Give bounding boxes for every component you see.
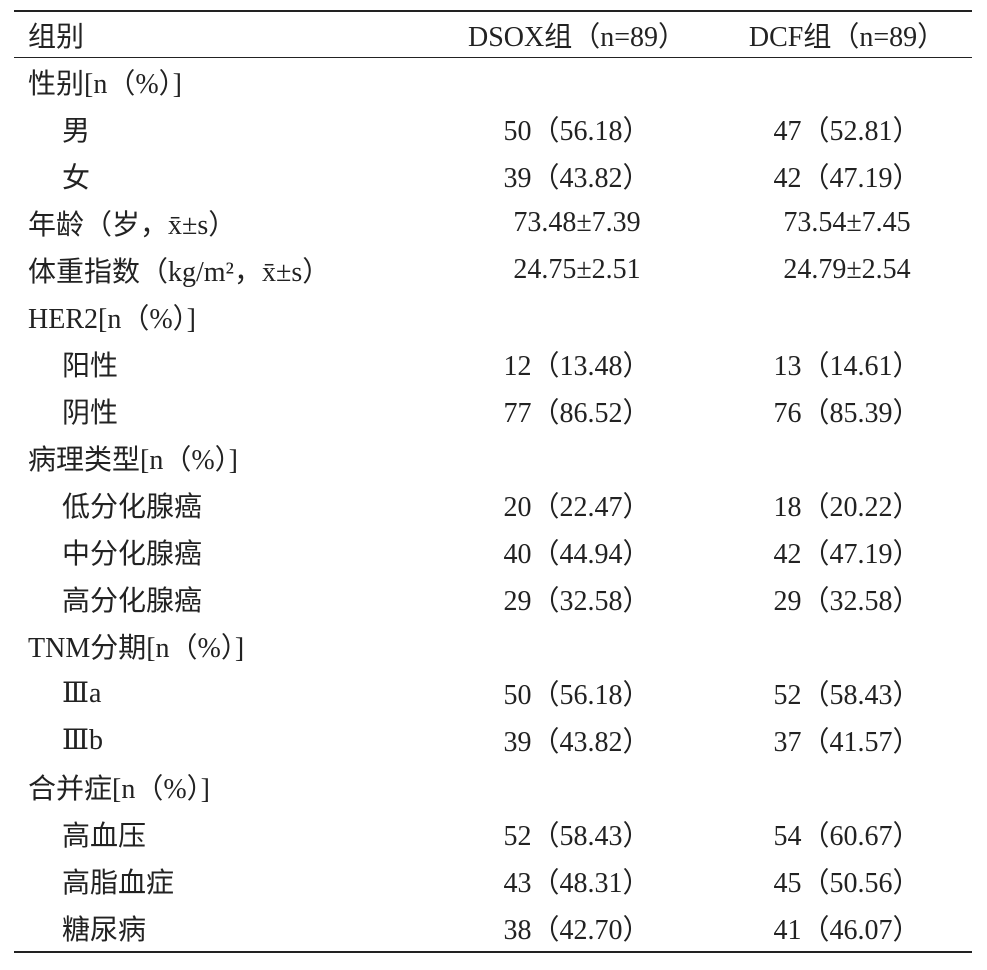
group-label: HER2[n（%）] xyxy=(28,303,196,335)
table-row: 体重指数（kg/m²，x̄±s） 24.75±2.51 24.79±2.54 xyxy=(14,246,972,293)
row-label: 糖尿病 xyxy=(62,914,147,946)
value-cell: 43（48.31） xyxy=(503,867,651,899)
group-label: 病理类型[n（%）] xyxy=(28,444,238,476)
row-label: 高脂血症 xyxy=(62,867,175,899)
value-cell: 39（43.82） xyxy=(503,162,651,194)
group-row: 病理类型[n（%）] xyxy=(14,434,972,481)
table-row: Ⅲb 39（43.82） 37（41.57） xyxy=(14,716,972,763)
value-cell: 50（56.18） xyxy=(503,679,651,711)
table-row: 阳性 12（13.48） 13（14.61） xyxy=(14,340,972,387)
row-label: 体重指数（kg/m²，x̄±s） xyxy=(28,256,331,288)
value-cell: 42（47.19） xyxy=(773,162,921,194)
row-label: 年龄（岁，x̄±s） xyxy=(28,209,237,241)
table-row: 高分化腺癌 29（32.58） 29（32.58） xyxy=(14,575,972,622)
value-cell: 76（85.39） xyxy=(773,397,921,429)
value-cell: 18（20.22） xyxy=(773,491,921,523)
table-head: 组别 DSOX组（n=89） DCF组（n=89） xyxy=(14,11,972,58)
group-row: HER2[n（%）] xyxy=(14,293,972,340)
table-row: 糖尿病 38（42.70） 41（46.07） xyxy=(14,904,972,952)
value-cell: 13（14.61） xyxy=(773,350,921,382)
table-row: 男 50（56.18） 47（52.81） xyxy=(14,105,972,152)
value-cell: 24.75±2.51 xyxy=(513,253,641,285)
table-body: 性别[n（%）] 男 50（56.18） 47（52.81） 女 39（43.82） 42（… xyxy=(14,58,972,952)
value-cell: 77（86.52） xyxy=(503,397,651,429)
value-cell: 42（47.19） xyxy=(773,538,921,570)
group-row: 合并症[n（%）] xyxy=(14,763,972,810)
value-cell: 29（32.58） xyxy=(773,585,921,617)
row-label: 高分化腺癌 xyxy=(62,585,203,617)
row-label: Ⅲb xyxy=(62,724,104,756)
value-cell: 50（56.18） xyxy=(503,115,651,147)
value-cell: 39（43.82） xyxy=(503,726,651,758)
group-row: 性别[n（%）] xyxy=(14,58,972,106)
group-label: TNM分期[n（%）] xyxy=(28,632,245,664)
table-row: 女 39（43.82） 42（47.19） xyxy=(14,152,972,199)
value-cell: 73.48±7.39 xyxy=(513,206,641,238)
value-cell: 73.54±7.45 xyxy=(783,206,911,238)
row-label: 中分化腺癌 xyxy=(62,538,203,570)
header-cell: DSOX组（n=89） xyxy=(467,21,687,53)
row-label: 女 xyxy=(62,162,91,194)
value-cell: 54（60.67） xyxy=(773,820,921,852)
table-row: 阴性 77（86.52） 76（85.39） xyxy=(14,387,972,434)
table-row: 高脂血症 43（48.31） 45（50.56） xyxy=(14,857,972,904)
table-row: 低分化腺癌 20（22.47） 18（20.22） xyxy=(14,481,972,528)
group-label: 性别[n（%）] xyxy=(28,68,182,100)
value-cell: 12（13.48） xyxy=(503,350,651,382)
table-row: 中分化腺癌 40（44.94） 42（47.19） xyxy=(14,528,972,575)
table-row: 高血压 52（58.43） 54（60.67） xyxy=(14,810,972,857)
value-cell: 52（58.43） xyxy=(773,679,921,711)
row-label: Ⅲa xyxy=(62,677,102,709)
row-label: 男 xyxy=(62,115,91,147)
value-cell: 29（32.58） xyxy=(503,585,651,617)
value-cell: 20（22.47） xyxy=(503,491,651,523)
header-row: 组别 DSOX组（n=89） DCF组（n=89） xyxy=(14,11,972,58)
row-label: 低分化腺癌 xyxy=(62,491,203,523)
value-cell: 37（41.57） xyxy=(773,726,921,758)
group-row: TNM分期[n（%）] xyxy=(14,622,972,669)
header-cell: DCF组（n=89） xyxy=(748,21,946,53)
row-label: 阴性 xyxy=(62,397,119,429)
row-label: 阳性 xyxy=(62,350,119,382)
value-cell: 45（50.56） xyxy=(773,867,921,899)
value-cell: 52（58.43） xyxy=(503,820,651,852)
value-cell: 24.79±2.54 xyxy=(783,253,911,285)
value-cell: 38（42.70） xyxy=(503,914,651,946)
table-row: Ⅲa 50（56.18） 52（58.43） xyxy=(14,669,972,716)
data-table: 组别 DSOX组（n=89） DCF组（n=89） 性别[n（%）] 男 50（56… xyxy=(14,10,972,953)
value-cell: 47（52.81） xyxy=(773,115,921,147)
header-cell: 组别 xyxy=(28,21,85,53)
table-row: 年龄（岁，x̄±s） 73.48±7.39 73.54±7.45 xyxy=(14,199,972,246)
group-label: 合并症[n（%）] xyxy=(28,773,210,805)
row-label: 高血压 xyxy=(62,820,147,852)
value-cell: 40（44.94） xyxy=(503,538,651,570)
value-cell: 41（46.07） xyxy=(773,914,921,946)
